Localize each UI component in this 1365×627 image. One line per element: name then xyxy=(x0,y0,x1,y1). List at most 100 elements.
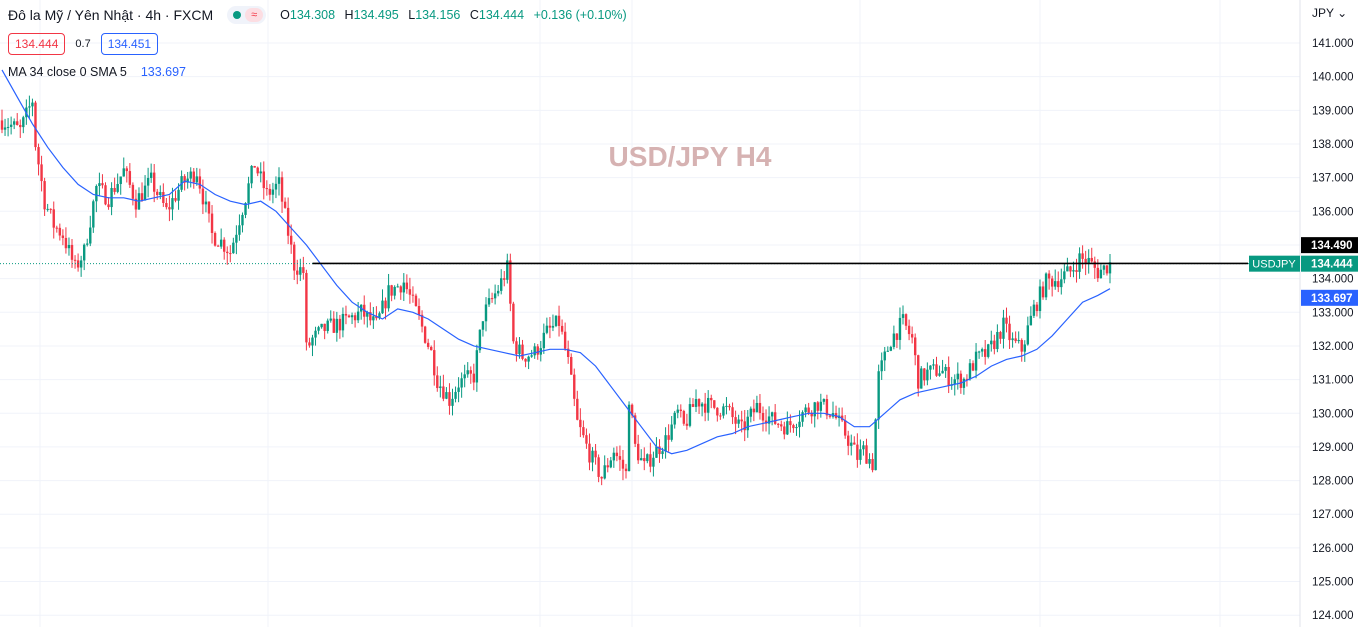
candle-body xyxy=(1096,267,1100,279)
candle-body xyxy=(405,282,409,290)
candle-body xyxy=(883,351,886,361)
candle-body xyxy=(98,183,101,187)
candle-body xyxy=(186,178,189,183)
candle-body xyxy=(542,332,546,349)
symbol-label-box xyxy=(1249,255,1300,272)
candle-body xyxy=(64,237,68,249)
candle-body xyxy=(338,318,342,331)
candle-body xyxy=(189,171,192,179)
candle-body xyxy=(573,374,576,399)
candle-body xyxy=(968,363,972,380)
candle-body xyxy=(429,346,433,351)
candle-body xyxy=(871,458,874,471)
candle-body xyxy=(737,419,740,424)
candle-body xyxy=(901,314,905,318)
candle-body xyxy=(548,325,552,328)
candle-body xyxy=(813,402,816,417)
candle-body xyxy=(332,318,335,333)
price-label-last: 134.444 xyxy=(1311,259,1353,271)
candle-body xyxy=(956,373,960,380)
candle-body xyxy=(1038,286,1042,312)
candle-body xyxy=(356,311,360,321)
candle-body xyxy=(576,398,579,420)
candle-body xyxy=(673,412,676,425)
candle-body xyxy=(917,355,920,389)
candle-body xyxy=(308,342,311,346)
candle-body xyxy=(390,285,393,296)
candle-body xyxy=(850,442,853,446)
candle-body xyxy=(822,399,826,402)
candle-body xyxy=(329,318,332,321)
candle-body xyxy=(585,435,588,444)
candle-body xyxy=(396,286,399,288)
y-tick-label: 133.000 xyxy=(1312,307,1354,319)
candle-body xyxy=(649,454,652,467)
candle-body xyxy=(630,404,634,416)
candle-body xyxy=(451,398,454,406)
indicator-legend[interactable]: MA 34 close 0 SMA 5 133.697 xyxy=(8,65,186,79)
market-status[interactable]: ≈ xyxy=(227,6,267,24)
candle-body xyxy=(895,333,899,340)
candle-body xyxy=(980,349,984,352)
candle-body xyxy=(843,420,847,436)
candle-body xyxy=(512,303,515,342)
candle-body xyxy=(128,171,132,185)
candle-body xyxy=(947,366,950,386)
sell-button[interactable]: 134.444 xyxy=(8,33,66,55)
candle-body xyxy=(752,408,756,413)
candle-body xyxy=(1105,265,1109,274)
y-tick-label: 138.000 xyxy=(1312,139,1354,151)
candle-body xyxy=(70,244,74,260)
candle-body xyxy=(618,456,622,460)
candle-body xyxy=(73,259,77,261)
candle-body xyxy=(417,306,421,315)
chevron-down-icon: ⌄ xyxy=(1337,6,1348,20)
candle-body xyxy=(999,331,1002,339)
candle-body xyxy=(207,201,211,214)
candle-body xyxy=(67,244,71,249)
candle-body xyxy=(134,198,138,210)
close-value: 134.444 xyxy=(478,8,525,22)
change-value: +0.136 (+0.10%) xyxy=(533,8,627,22)
candle-body xyxy=(219,239,223,247)
candle-body xyxy=(755,402,759,413)
candle-body xyxy=(700,403,704,407)
candle-body xyxy=(92,201,95,228)
candle-body xyxy=(591,450,594,463)
price-label-box-high xyxy=(1301,237,1358,254)
candle-body xyxy=(436,375,439,389)
candle-body xyxy=(210,213,214,233)
symbol-title[interactable]: Đô la Mỹ / Yên Nhật · 4h · FXCM xyxy=(8,7,214,23)
candle-body xyxy=(28,106,31,108)
candle-body xyxy=(414,295,418,307)
candle-body xyxy=(1002,317,1005,339)
candle-body xyxy=(213,232,217,246)
market-open-icon xyxy=(233,11,242,19)
candle-body xyxy=(448,392,451,406)
currency-selector[interactable]: JPY ⌄ xyxy=(1312,6,1347,20)
candle-body xyxy=(518,344,521,355)
candle-body xyxy=(1072,270,1075,272)
candle-body xyxy=(426,342,430,347)
candle-body xyxy=(37,147,40,165)
candle-body xyxy=(889,346,893,351)
candle-body xyxy=(122,168,125,177)
candle-body xyxy=(773,412,777,424)
candle-body xyxy=(932,364,935,366)
candle-body xyxy=(880,360,883,372)
candle-body xyxy=(384,300,387,309)
candle-body xyxy=(1029,315,1033,326)
candle-body xyxy=(554,315,558,326)
candle-body xyxy=(469,370,472,374)
buy-button[interactable]: 134.451 xyxy=(100,33,159,55)
candle-body xyxy=(697,399,701,407)
candle-body xyxy=(89,227,92,244)
candle-body xyxy=(296,270,299,275)
candle-body xyxy=(159,192,162,196)
candle-body xyxy=(232,242,235,254)
candle-body xyxy=(1069,266,1072,272)
candle-body xyxy=(798,421,801,428)
candle-body xyxy=(603,465,606,479)
candle-body xyxy=(828,415,832,417)
